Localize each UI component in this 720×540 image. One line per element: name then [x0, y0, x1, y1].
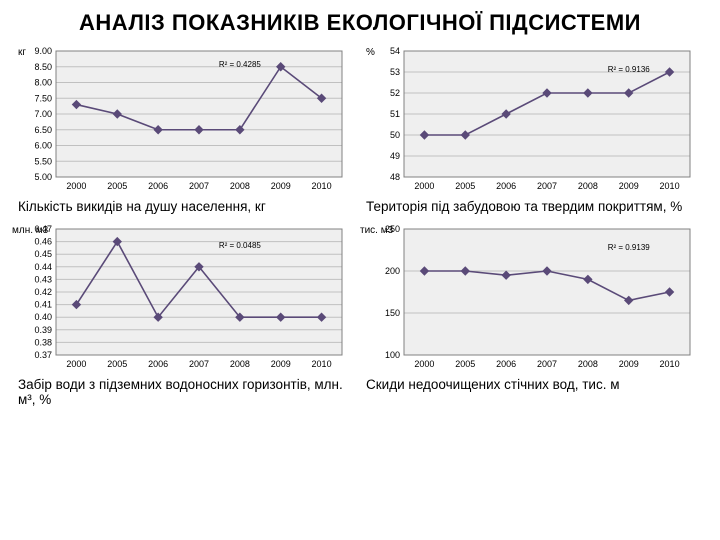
caption-c4: Скиди недоочищених стічних вод, тис. м [366, 377, 702, 408]
svg-text:2008: 2008 [578, 359, 598, 369]
unit-c2: % [366, 47, 375, 58]
unit-c3: млн. м3 [12, 225, 48, 236]
svg-text:2009: 2009 [619, 359, 639, 369]
svg-text:2008: 2008 [230, 359, 250, 369]
svg-text:0.43: 0.43 [34, 274, 52, 284]
svg-text:50: 50 [390, 130, 400, 140]
svg-text:9.00: 9.00 [34, 46, 52, 56]
svg-text:2006: 2006 [496, 181, 516, 191]
svg-text:R² = 0.9136: R² = 0.9136 [608, 65, 651, 74]
svg-text:200: 200 [385, 266, 400, 276]
chart-svg-c4: 1001502002502000200520062007200820092010… [366, 223, 696, 373]
caption-c2: Територія під забудовою та твердим покри… [366, 199, 702, 215]
chart-svg-c2: 48 49 50 51 52 53 54 2000 2005 2006 2007 2008 2009 20… [366, 45, 696, 195]
svg-text:0.42: 0.42 [34, 287, 52, 297]
svg-text:0.44: 0.44 [34, 262, 52, 272]
svg-text:2009: 2009 [271, 181, 291, 191]
svg-text:0.39: 0.39 [34, 325, 52, 335]
svg-text:2009: 2009 [271, 359, 291, 369]
svg-text:5.00: 5.00 [34, 172, 52, 182]
chart-grid: кг 5.00 5.50 6.00 6.50 7.00 7.50 8.00 8.50 9.00 2… [18, 45, 702, 414]
svg-text:2008: 2008 [230, 181, 250, 191]
svg-text:2007: 2007 [189, 359, 209, 369]
svg-text:2000: 2000 [66, 181, 86, 191]
chart-svg-c3: 0.37 0.38 0.39 0.40 0.41 0.42 0.43 0.44 0.45 0.46… [18, 223, 348, 373]
svg-text:2000: 2000 [414, 181, 434, 191]
svg-text:2008: 2008 [578, 181, 598, 191]
svg-text:2000: 2000 [66, 359, 86, 369]
svg-text:8.50: 8.50 [34, 62, 52, 72]
svg-text:R² = 0.0485: R² = 0.0485 [219, 241, 262, 250]
caption-c1: Кількість викидів на душу населення, кг [18, 199, 354, 215]
svg-text:R² = 0.4285: R² = 0.4285 [219, 60, 262, 69]
chart-c4: тис. м3 10015020025020002005200620072008… [366, 223, 702, 373]
svg-text:7.00: 7.00 [34, 109, 52, 119]
svg-text:0.38: 0.38 [34, 337, 52, 347]
svg-text:2007: 2007 [537, 359, 557, 369]
svg-text:0.41: 0.41 [34, 299, 52, 309]
svg-text:0.37: 0.37 [34, 350, 52, 360]
svg-text:2006: 2006 [148, 181, 168, 191]
svg-text:2005: 2005 [455, 359, 475, 369]
svg-text:150: 150 [385, 308, 400, 318]
page-title: АНАЛІЗ ПОКАЗНИКІВ ЕКОЛОГІЧНОЇ ПІДСИСТЕМИ [18, 10, 702, 35]
svg-text:2005: 2005 [455, 181, 475, 191]
svg-text:2007: 2007 [537, 181, 557, 191]
unit-c4: тис. м3 [360, 225, 393, 236]
svg-text:2010: 2010 [312, 359, 332, 369]
svg-text:0.40: 0.40 [34, 312, 52, 322]
svg-text:52: 52 [390, 88, 400, 98]
svg-text:48: 48 [390, 172, 400, 182]
svg-text:2007: 2007 [189, 181, 209, 191]
svg-text:2010: 2010 [660, 181, 680, 191]
chart-svg-c1: 5.00 5.50 6.00 6.50 7.00 7.50 8.00 8.50 9.00 2000… [18, 45, 348, 195]
chart-c2: % 48 49 50 51 52 53 54 2000 2005 2006 2007 2008 2009… [366, 45, 702, 195]
caption-c3: Забір води з підземних водоносних горизо… [18, 377, 354, 408]
svg-text:2010: 2010 [312, 181, 332, 191]
svg-text:51: 51 [390, 109, 400, 119]
svg-text:0.45: 0.45 [34, 249, 52, 259]
svg-text:2005: 2005 [107, 181, 127, 191]
svg-text:R² = 0.9139: R² = 0.9139 [608, 243, 651, 252]
svg-text:100: 100 [385, 350, 400, 360]
unit-c1: кг [18, 47, 26, 58]
svg-text:0.46: 0.46 [34, 236, 52, 246]
svg-text:2010: 2010 [660, 359, 680, 369]
svg-text:8.00: 8.00 [34, 78, 52, 88]
svg-text:5.50: 5.50 [34, 157, 52, 167]
svg-text:54: 54 [390, 46, 400, 56]
svg-text:6.00: 6.00 [34, 141, 52, 151]
svg-text:2006: 2006 [148, 359, 168, 369]
svg-text:7.50: 7.50 [34, 94, 52, 104]
svg-text:53: 53 [390, 67, 400, 77]
svg-text:2000: 2000 [414, 359, 434, 369]
svg-text:2005: 2005 [107, 359, 127, 369]
svg-text:49: 49 [390, 151, 400, 161]
svg-text:2006: 2006 [496, 359, 516, 369]
svg-text:2009: 2009 [619, 181, 639, 191]
chart-c3: млн. м3 0.370.380.390.400.410.420.430.44… [18, 223, 354, 373]
chart-c1: кг 5.00 5.50 6.00 6.50 7.00 7.50 8.00 8.50 9.00 2… [18, 45, 354, 195]
svg-text:6.50: 6.50 [34, 125, 52, 135]
